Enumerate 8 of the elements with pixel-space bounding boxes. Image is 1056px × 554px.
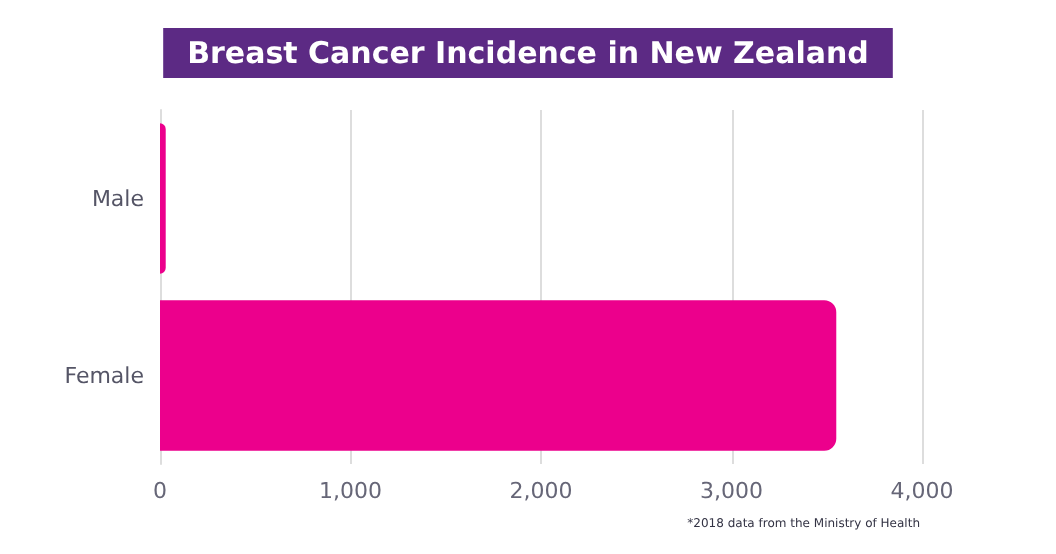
y-tick-label: Male — [91, 185, 145, 212]
x-tick-label: 0 — [153, 478, 167, 504]
x-tick-label: 4,000 — [890, 478, 954, 504]
y-tick-label: Female — [64, 362, 145, 389]
x-tick-label: 1,000 — [319, 478, 382, 504]
x-tick-label: 3,000 — [700, 478, 763, 504]
chart-title: Breast Cancer Incidence in New Zealand — [187, 35, 869, 71]
x-tick-label: 2,000 — [509, 478, 573, 504]
